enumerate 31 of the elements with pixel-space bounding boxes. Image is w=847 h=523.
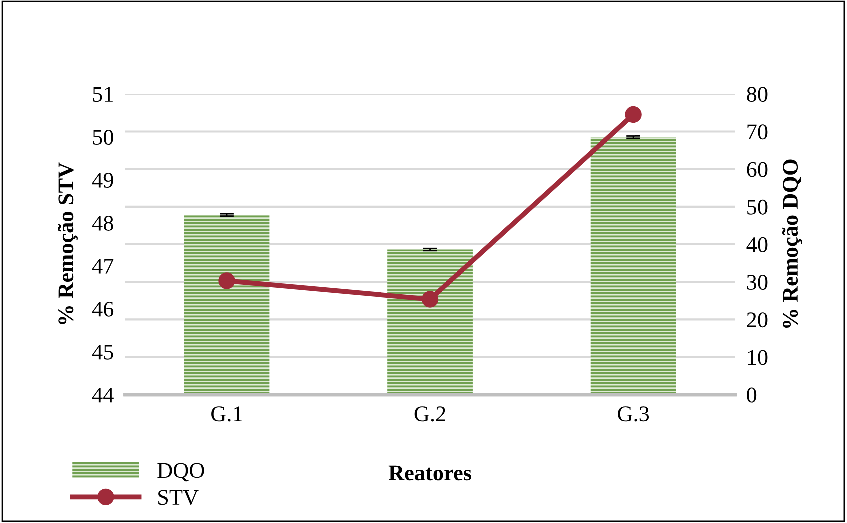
x-tick-label: G.2 [414,406,446,422]
y-tick-label: 50 [93,130,114,146]
y-tick-label: 44 [92,388,114,403]
y-tick-label: 48 [92,216,114,231]
legend-label: DQO [158,463,204,482]
y2-tick-label: 70 [748,124,768,140]
y2-tick-label: 60 [747,162,768,178]
x-tick-label: G.3 [618,406,650,422]
point [625,106,642,124]
x-tick-label: G.1 [212,406,242,422]
y2-tick-label: 80 [747,87,768,102]
y-tick-label: 49 [92,173,114,188]
y2-axis-title: % Remoção DQO [782,160,802,328]
bar [590,137,676,395]
y2-tick-label: 40 [746,237,768,252]
y2-tick-label: 0 [747,388,757,403]
bar [388,250,473,395]
point [218,272,236,290]
x-axis-title: Reatores [388,466,472,481]
y2-tick-label: 30 [747,275,768,290]
y2-tick-label: 20 [747,312,768,328]
point [422,291,439,308]
y-tick-label: 47 [92,259,114,274]
bar [184,215,270,395]
legend-label: STV [158,490,199,506]
y2-tick-label: 10 [748,350,768,366]
y-tick-label: 51 [93,87,113,102]
y2-tick-label: 50 [748,200,768,215]
y-tick-label: 46 [92,302,114,317]
y-axis-title: % Remoção STV [58,162,78,324]
y-tick-label: 45 [92,344,114,360]
